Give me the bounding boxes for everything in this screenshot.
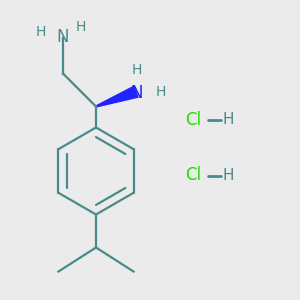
Text: H: H: [76, 20, 86, 34]
Text: H: H: [35, 25, 46, 38]
Text: Cl: Cl: [185, 111, 202, 129]
Text: N: N: [130, 84, 143, 102]
Text: H: H: [222, 168, 234, 183]
Text: Cl: Cl: [185, 167, 202, 184]
Text: H: H: [131, 64, 142, 77]
Text: H: H: [155, 85, 166, 98]
Text: H: H: [222, 112, 234, 128]
Text: N: N: [57, 28, 69, 46]
Polygon shape: [96, 85, 139, 108]
